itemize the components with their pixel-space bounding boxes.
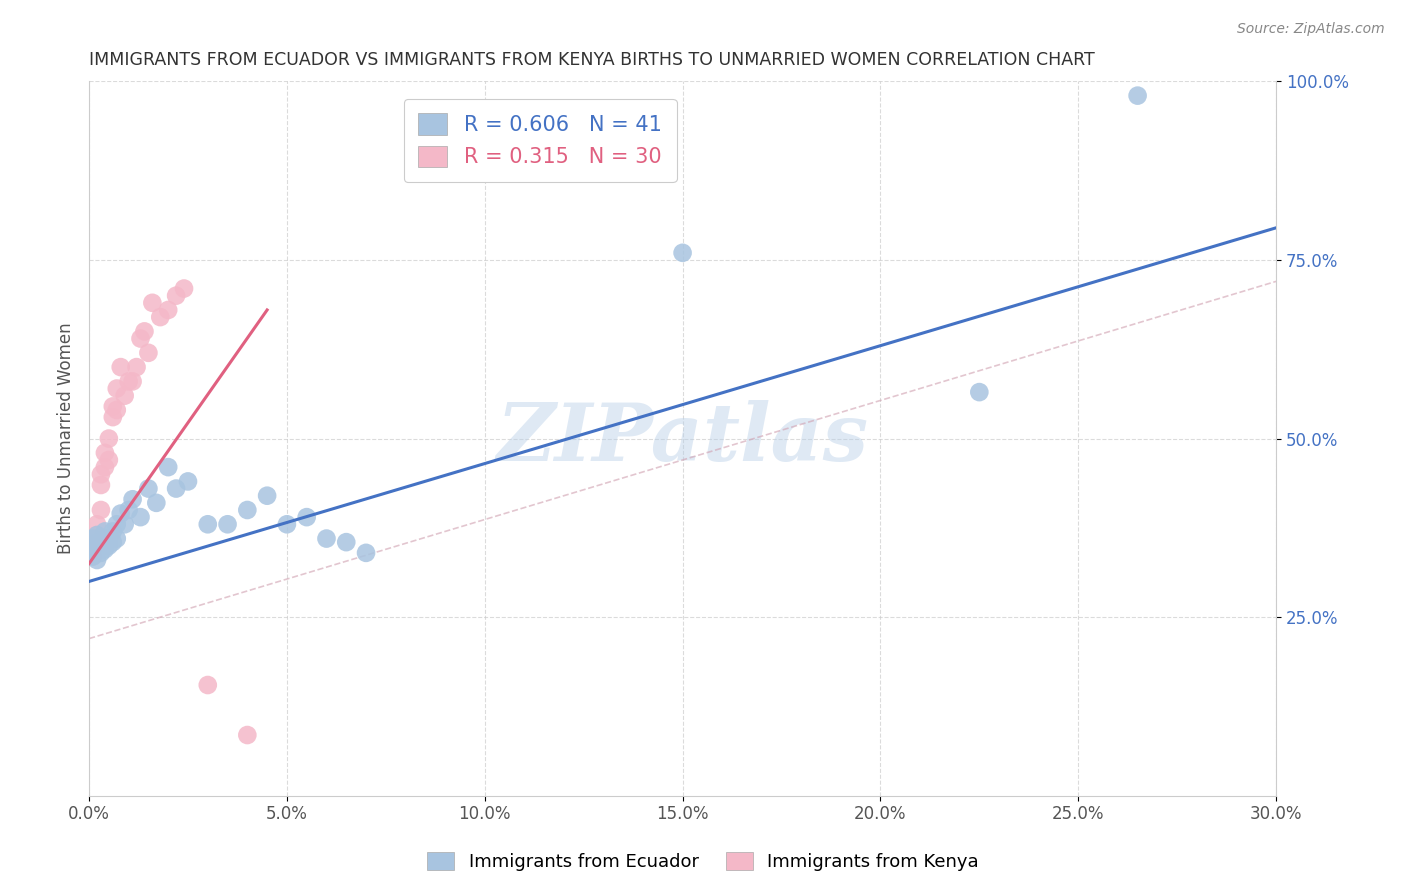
Point [236,503,259,517]
Point [90,478,112,492]
Point [110,507,132,521]
Point [94,524,117,539]
Point [217,517,239,532]
Point [236,728,259,742]
Y-axis label: Births to Unmarried Women: Births to Unmarried Women [58,323,75,554]
Point [141,295,163,310]
Point [86,528,108,542]
Point [197,517,219,532]
Point [315,532,337,546]
Point [165,288,187,302]
Point [138,482,160,496]
Text: Source: ZipAtlas.com: Source: ZipAtlas.com [1237,22,1385,37]
Legend: R = 0.606   N = 41, R = 0.315   N = 30: R = 0.606 N = 41, R = 0.315 N = 30 [404,99,676,182]
Point [125,360,148,375]
Point [157,302,180,317]
Point [86,553,108,567]
Point [354,546,377,560]
Point [256,489,278,503]
Point [145,496,167,510]
Point [86,517,108,532]
Point [82,532,104,546]
Point [149,310,172,324]
Point [82,549,104,564]
Point [276,517,298,532]
Point [295,510,318,524]
Point [105,403,128,417]
Point [114,389,136,403]
Point [101,400,124,414]
Point [94,532,117,546]
Point [86,528,108,542]
Point [671,245,693,260]
Point [1126,88,1149,103]
Point [134,325,156,339]
Point [82,542,104,557]
Point [105,517,128,532]
Point [94,542,117,557]
Point [110,360,132,375]
Point [105,382,128,396]
Point [138,346,160,360]
Point [90,467,112,482]
Point [969,385,991,400]
Point [97,539,120,553]
Point [97,432,120,446]
Point [335,535,357,549]
Point [82,549,104,564]
Point [177,475,200,489]
Point [173,281,195,295]
Point [121,375,143,389]
Point [101,410,124,425]
Point [101,535,124,549]
Point [105,532,128,546]
Point [86,535,108,549]
Point [197,678,219,692]
Point [117,375,139,389]
Point [94,446,117,460]
Point [90,535,112,549]
Point [129,332,152,346]
Point [94,460,117,475]
Point [90,539,112,553]
Point [165,482,187,496]
Text: IMMIGRANTS FROM ECUADOR VS IMMIGRANTS FROM KENYA BIRTHS TO UNMARRIED WOMEN CORRE: IMMIGRANTS FROM ECUADOR VS IMMIGRANTS FR… [89,51,1095,69]
Point [157,460,180,475]
Point [97,453,120,467]
Point [90,546,112,560]
Point [101,524,124,539]
Point [117,503,139,517]
Point [90,503,112,517]
Point [114,517,136,532]
Text: ZIPatlas: ZIPatlas [496,400,869,477]
Legend: Immigrants from Ecuador, Immigrants from Kenya: Immigrants from Ecuador, Immigrants from… [420,845,986,879]
Point [97,532,120,546]
Point [121,492,143,507]
Point [82,542,104,557]
Point [129,510,152,524]
Point [86,539,108,553]
